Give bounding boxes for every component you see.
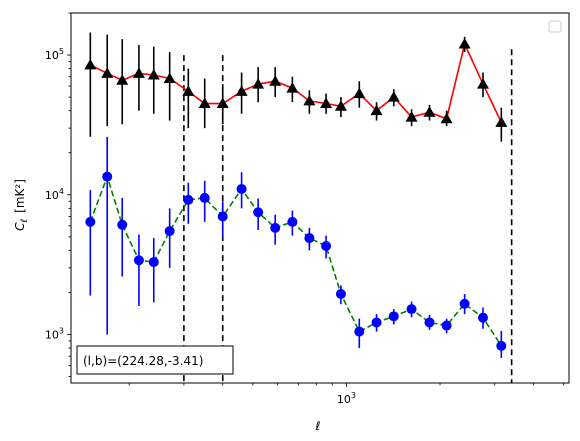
series-0-point-19 (405, 111, 418, 122)
series-0-point-20 (423, 106, 436, 117)
series-0-point-5 (163, 72, 176, 83)
series-1-point-19 (406, 304, 417, 315)
series-0-point-11 (269, 75, 282, 86)
series-0-point-4 (147, 69, 160, 80)
series-1-point-5 (164, 226, 175, 237)
y-axis-label-subscript: ℓ (20, 219, 30, 224)
series-1 (85, 136, 507, 358)
series-0-point-9 (235, 85, 248, 96)
series-1-point-18 (388, 311, 399, 322)
series-1-point-4 (148, 257, 159, 268)
series-1-point-11 (270, 222, 281, 233)
series-1-point-3 (133, 255, 144, 266)
series-1-point-9 (236, 184, 247, 195)
y-tick-label-1: 104 (45, 187, 64, 202)
y-tick-label-0: 103 (45, 327, 64, 342)
series-1-point-14 (321, 241, 332, 252)
series-1-point-12 (287, 216, 298, 227)
series-0-point-8 (216, 97, 229, 109)
series-1-point-16 (354, 326, 365, 337)
y-tick-label-2: 105 (45, 47, 64, 62)
series-1-point-1 (102, 171, 113, 182)
series-0-point-14 (320, 97, 333, 109)
series-0-point-17 (370, 104, 383, 116)
series-0-point-23 (476, 78, 489, 89)
series-0-point-7 (198, 97, 211, 109)
series-1-point-2 (117, 219, 128, 230)
y-axis-label: Cℓ [mK²] (13, 179, 30, 231)
plot-area (71, 13, 569, 383)
series-1-point-24 (496, 340, 507, 351)
legend-box (548, 20, 562, 33)
series-0-point-12 (286, 82, 299, 93)
series-1-point-10 (253, 207, 264, 218)
series-0-point-3 (132, 67, 145, 78)
series-0-point-13 (303, 94, 316, 106)
series-0-point-18 (387, 91, 400, 102)
annotation-text: (l,b)=(224.28,-3.41) (83, 354, 203, 368)
y-axis-label-symbol: C (13, 222, 27, 231)
plot-frame (70, 12, 570, 384)
series-0-point-0 (84, 58, 97, 70)
series-0-point-10 (252, 78, 265, 89)
data-series (84, 32, 508, 358)
series-0-point-21 (440, 112, 453, 124)
annotation-box: (l,b)=(224.28,-3.41) (76, 345, 234, 375)
series-1-point-17 (371, 317, 382, 328)
x-axis-label: ℓ (315, 419, 321, 433)
series-0 (84, 32, 508, 142)
series-1-point-13 (304, 233, 315, 244)
series-1-point-6 (183, 194, 194, 205)
series-0-point-16 (353, 87, 366, 99)
series-0-point-15 (334, 100, 347, 111)
series-0-point-24 (495, 116, 508, 127)
series-0-point-2 (116, 74, 129, 85)
axis-ticks: 103 103 104 105 (45, 12, 565, 406)
x-tick-label-0: 103 (337, 391, 356, 406)
series-0-point-6 (182, 85, 195, 96)
annotation-frame (76, 345, 234, 375)
series-1-point-21 (441, 320, 452, 331)
series-1-point-15 (335, 289, 346, 300)
y-axis-label-unit: [mK²] (13, 179, 27, 213)
series-1-point-20 (424, 317, 435, 328)
series-1-point-0 (85, 216, 96, 227)
series-0-point-22 (458, 38, 471, 49)
series-1-point-7 (199, 192, 210, 203)
series-1-point-8 (217, 211, 228, 222)
series-0-point-1 (101, 67, 114, 78)
series-1-point-23 (477, 312, 488, 323)
series-1-point-22 (459, 298, 470, 309)
